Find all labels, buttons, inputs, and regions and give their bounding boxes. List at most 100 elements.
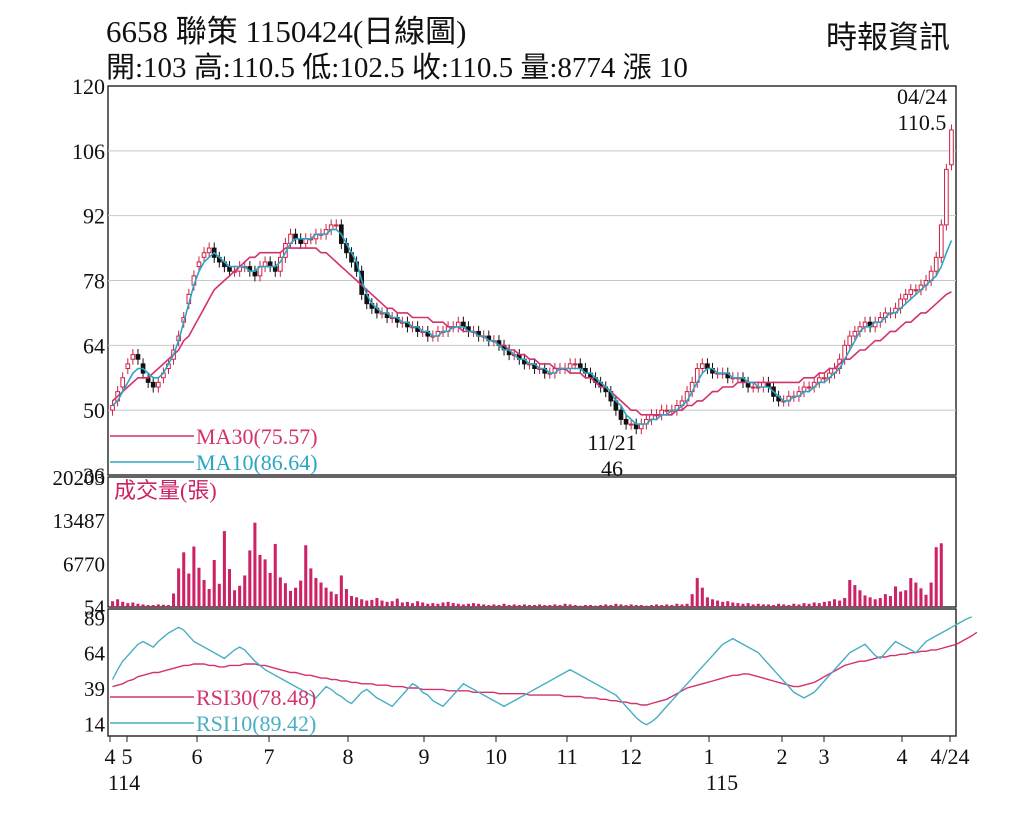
legend-ma10: MA10(86.64) <box>196 450 318 475</box>
month-label: 4 <box>105 744 116 769</box>
volume-bar <box>690 594 694 607</box>
volume-bar <box>873 599 877 607</box>
volume-bar <box>314 578 318 607</box>
volume-bar <box>807 603 811 607</box>
volume-bar <box>558 605 562 607</box>
volume-bar <box>670 605 674 607</box>
volume-bar <box>853 585 857 607</box>
volume-bar <box>649 605 654 607</box>
annotation-low-date: 11/21 <box>587 430 636 455</box>
volume-bar <box>451 603 455 607</box>
month-label: 1 <box>704 744 715 769</box>
volume-bar <box>909 578 913 607</box>
volume-bar <box>141 604 145 607</box>
volume-bar <box>400 602 404 607</box>
volume-bar <box>344 588 348 607</box>
volume-bar <box>888 596 892 607</box>
candle-body <box>908 289 914 295</box>
volume-bar <box>273 543 277 607</box>
candle-body <box>822 377 827 380</box>
volume-bar <box>629 604 633 607</box>
volume-bar <box>380 600 384 607</box>
volume-bar <box>812 602 816 607</box>
volume-bar <box>477 603 481 607</box>
volume-bar <box>294 587 298 607</box>
rsi-tick-label: 89 <box>84 606 105 630</box>
volume-bar <box>924 594 928 607</box>
volume-bar <box>685 603 689 607</box>
volume-bar <box>334 594 338 607</box>
volume-bar <box>268 572 272 607</box>
volume-bar <box>832 599 837 607</box>
volume-bar <box>660 605 664 607</box>
month-label: 2 <box>777 744 788 769</box>
volume-bar <box>410 603 415 607</box>
volume-bar <box>899 591 903 607</box>
volume-bar <box>914 582 918 607</box>
volume-bar <box>522 604 526 607</box>
volume-bar <box>741 603 745 607</box>
volume-bar <box>827 601 831 607</box>
volume-bar <box>858 590 862 607</box>
candle-body <box>120 377 126 388</box>
volume-bar <box>904 590 908 607</box>
chart-title: 6658 聯策 1150424(日線圖) <box>106 14 467 49</box>
volume-bar <box>802 603 806 607</box>
volume-bar <box>456 603 460 607</box>
price-candles <box>110 124 954 435</box>
volume-bar <box>695 578 699 607</box>
volume-bar <box>243 575 247 607</box>
volume-bar <box>761 604 765 607</box>
candle-body <box>806 386 812 389</box>
price-tick-label: 120 <box>72 74 105 99</box>
volume-bar <box>263 559 267 607</box>
volume-bar <box>197 567 201 607</box>
candle-body <box>750 386 756 389</box>
volume-bar <box>421 602 425 607</box>
volume-bar <box>487 605 491 607</box>
volume-bar <box>731 602 735 607</box>
volume-bar <box>868 597 872 607</box>
rsi-tick-label: 39 <box>84 677 105 701</box>
candle-body <box>130 354 136 360</box>
volume-bar <box>324 587 328 607</box>
month-label: 3 <box>819 744 830 769</box>
volume-tick-label: 13487 <box>53 509 106 533</box>
candle-body <box>155 381 161 388</box>
candle-body <box>201 252 207 258</box>
volume-bar <box>156 604 160 607</box>
volume-bar <box>416 601 420 607</box>
volume-bar <box>365 600 369 607</box>
month-label: 6 <box>192 744 203 769</box>
volume-bar <box>527 605 531 607</box>
volume-bar <box>187 573 191 607</box>
candle-body <box>944 168 949 226</box>
volume-bar <box>217 583 221 607</box>
volume-bar <box>548 605 552 607</box>
volume-bar <box>721 601 725 607</box>
source-label: 時報資訊 <box>826 20 950 55</box>
volume-bar <box>390 601 394 607</box>
year-label: 114 <box>108 770 140 795</box>
candle-body <box>852 330 858 337</box>
rsi-panel <box>107 608 957 737</box>
volume-bar <box>349 596 354 607</box>
volume-bar <box>553 604 557 607</box>
candle-body <box>699 363 705 369</box>
volume-bar <box>146 605 150 607</box>
volume-bar <box>533 605 537 607</box>
rsi-tick-label: 64 <box>84 642 106 666</box>
volume-bar <box>644 605 648 607</box>
volume-bar <box>111 601 115 607</box>
ma10-line <box>111 228 953 425</box>
volume-bar <box>177 568 181 607</box>
volume-bar <box>716 600 720 607</box>
price-tick-label: 36 <box>83 463 105 488</box>
volume-bar <box>116 599 120 607</box>
volume-bar <box>614 603 618 607</box>
annotation-latest-price: 110.5 <box>898 110 947 135</box>
volume-bar <box>329 591 333 607</box>
volume-bar <box>238 585 242 607</box>
month-label: 9 <box>419 744 430 769</box>
volume-bar <box>751 604 755 607</box>
